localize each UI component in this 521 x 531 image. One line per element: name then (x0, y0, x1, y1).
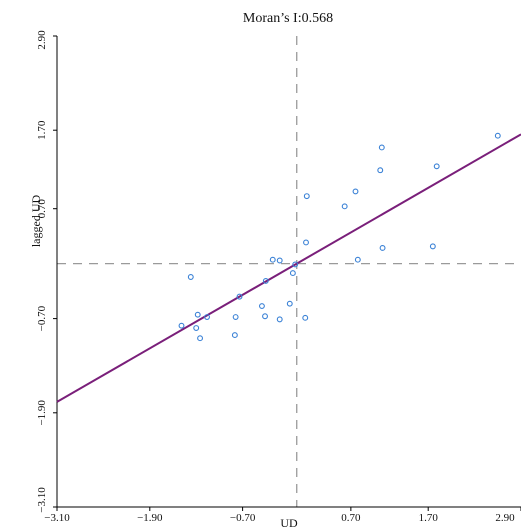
scatter-point (276, 316, 283, 323)
scatter-point (302, 314, 309, 321)
scatter-point (433, 163, 440, 170)
scatter-point (352, 188, 359, 195)
scatter-point (187, 274, 194, 280)
chart-title: Moran’s I:0.568 (243, 11, 333, 26)
y-tick-label: 2.90 (36, 30, 48, 50)
scatter-point (197, 335, 204, 342)
scatter-point (262, 313, 268, 320)
scatter-point (258, 303, 265, 309)
y-tick-label: −1.90 (36, 400, 48, 426)
y-tick-label: 1.70 (36, 120, 48, 140)
data-points (178, 132, 501, 342)
scatter-point (269, 256, 276, 263)
scatter-point (289, 270, 296, 277)
scatter-point (276, 257, 283, 264)
y-axis-title: lagged UD (29, 195, 43, 248)
scatter-point (193, 325, 200, 331)
x-tick-label: 0.70 (341, 512, 361, 524)
x-tick-label: −0.70 (230, 512, 256, 524)
scatter-point (286, 300, 293, 307)
y-tick-label: −3.10 (36, 487, 48, 513)
scatter-point (262, 277, 269, 284)
scatter-point (204, 314, 210, 320)
reference-lines (57, 36, 521, 507)
scatter-point (292, 261, 299, 268)
scatter-point (303, 193, 310, 200)
y-tick-label: 0.70 (36, 199, 48, 219)
x-tick-label: −1.90 (137, 512, 163, 524)
scatter-point (377, 167, 384, 174)
scatter-point (341, 203, 348, 210)
scatter-point (379, 245, 386, 251)
scatter-point (354, 256, 361, 263)
scatter-point (232, 314, 239, 320)
y-axis-ticks: −3.10 −1.90 −0.70 0.70 1.70 2.90 (36, 30, 57, 513)
regression-line (56, 133, 521, 403)
scatter-point (303, 239, 309, 246)
x-tick-label: 2.90 (495, 512, 515, 524)
scatter-point (494, 132, 501, 139)
scatter-point (236, 293, 243, 300)
y-tick-label: −0.70 (36, 305, 48, 331)
x-axis-title: UD (280, 516, 298, 530)
x-tick-label: −3.10 (44, 512, 70, 524)
scatter-point (178, 322, 185, 329)
scatter-point (231, 332, 238, 339)
scatter-point (429, 243, 436, 250)
x-axis-ticks: −3.10 −1.90 −0.70 0.70 1.70 2.90 (44, 507, 521, 524)
scatter-point (194, 311, 201, 318)
scatter-point (378, 144, 385, 151)
x-tick-label: 1.70 (419, 512, 439, 524)
